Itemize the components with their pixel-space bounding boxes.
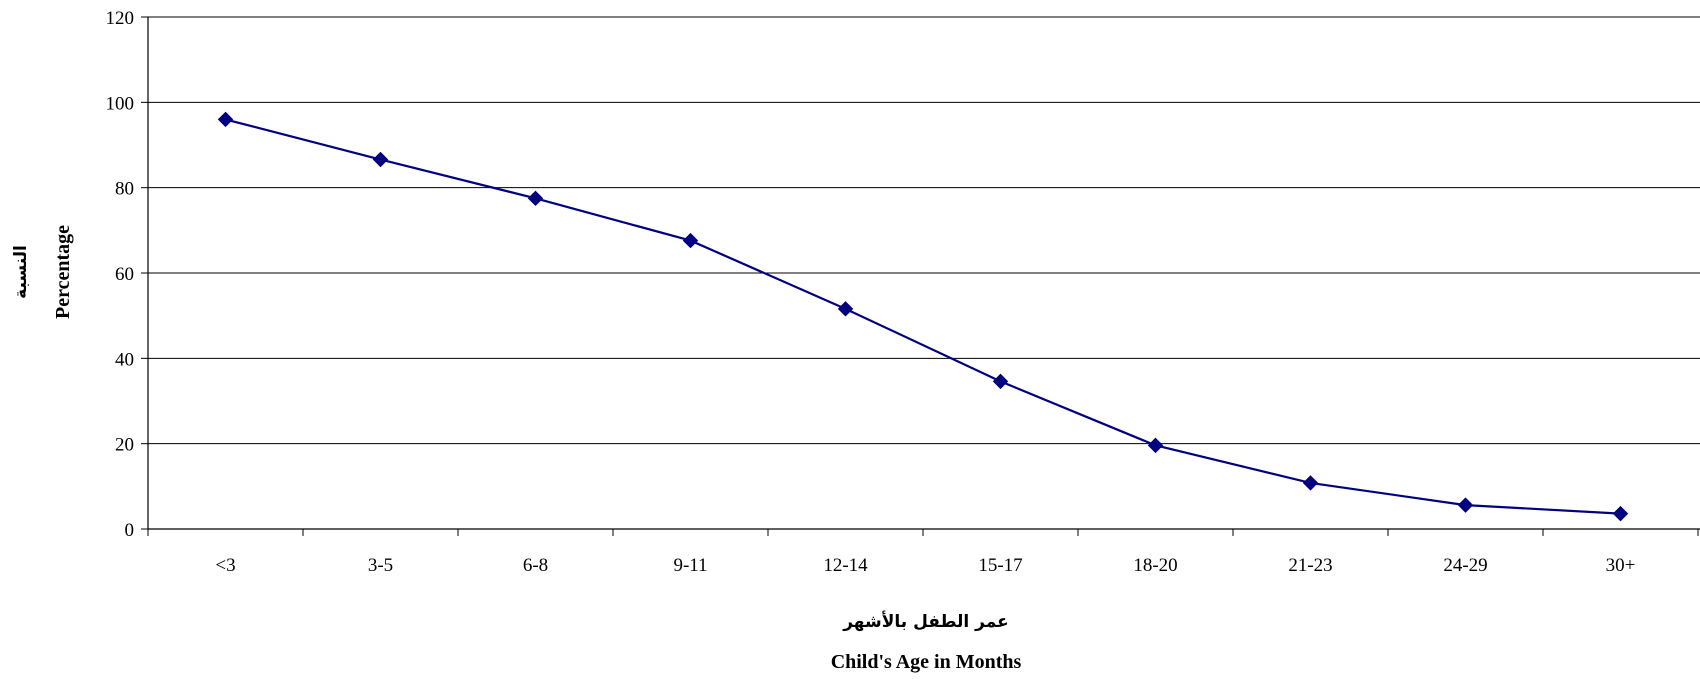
x-tick-label: 12-14 [823,555,868,576]
y-axis-title-arabic: النسبة [11,245,31,299]
x-tick-label: 18-20 [1133,555,1177,576]
x-tick-labels: <3 3-5 6-8 9-11 12-14 15-17 18-20 21-23 24-29 30+ [215,555,1635,576]
x-tick-label: 9-11 [673,555,707,576]
axes [141,16,1700,536]
y-tick-label: 20 [115,435,134,456]
x-tick-label: 15-17 [978,555,1022,576]
x-tick-label: 6-8 [523,555,548,576]
series [217,111,1629,522]
data-point-marker [1302,475,1319,491]
y-tick-labels: 0 20 40 60 80 100 120 [106,8,135,541]
x-axis-title: Child's Age in Months [831,651,1022,673]
x-axis-title-arabic: عمر الطفل بالأشهر [842,611,1009,632]
y-tick-label: 100 [106,93,135,114]
gridlines [148,16,1700,445]
data-point-marker [1457,497,1474,513]
x-tick-label: 21-23 [1288,555,1332,576]
y-tick-label: 60 [115,264,134,285]
x-tick-label: 24-29 [1443,555,1487,576]
y-tick-label: 80 [115,179,134,200]
series-line [225,118,1621,515]
data-point-marker [1612,505,1629,522]
x-tick-label: 30+ [1606,555,1636,576]
y-tick-label: 40 [115,349,134,370]
x-tick-label: <3 [215,555,235,576]
data-point-marker [527,190,544,207]
y-tick-label: 120 [106,8,135,29]
x-tick-label: 3-5 [368,555,393,576]
y-axis-title: Percentage [52,225,74,319]
data-point-marker [682,232,699,249]
data-point-marker [217,111,234,128]
data-point-marker [837,301,854,317]
y-tick-label: 0 [125,520,135,541]
data-point-marker [372,151,389,168]
data-point-marker [1147,437,1164,454]
data-point-marker [992,373,1009,390]
